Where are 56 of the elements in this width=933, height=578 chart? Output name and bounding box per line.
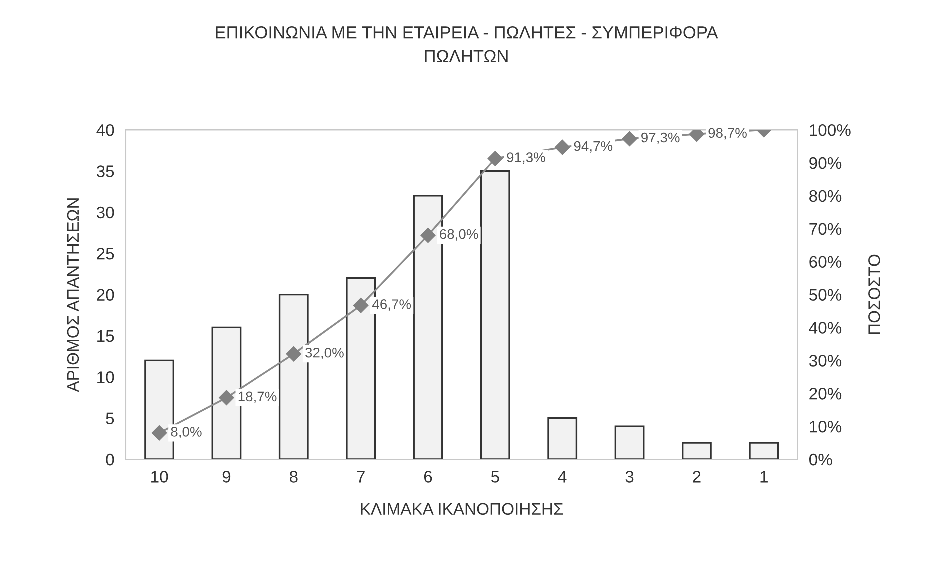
y2-tick-label: 50% [809,289,842,301]
data-label: 46,7% [372,300,412,312]
y-tick-label: 5 [106,412,114,425]
x-tick-label: 6 [424,471,432,483]
data-label: 98,7% [708,128,747,140]
data-label: 97,3% [642,132,680,144]
y2-tick-label: 70% [810,223,842,236]
x-tick-label: 1 [760,471,768,483]
point [420,228,436,244]
point [555,140,570,156]
x-tick-label: 8 [290,471,298,483]
data-label: 94,7% [574,141,613,153]
bar [480,170,510,460]
x-tick-label: 7 [357,471,365,483]
y-tick-label: 15 [98,330,114,342]
data-label: 8,0% [171,427,202,439]
y-tick-label: 10 [98,372,114,384]
x-tick-label: 5 [491,471,500,483]
y2-tick-label: 20% [810,388,842,400]
bar [614,426,645,460]
chart-title: ΕΠΙΚΟΙΝΩΝΙΑ ΜΕ ΤΗΝ ΕΤΑΙΡΕΙΑ - ΠΩΛΗΤΕΣ - ΣΥΜΠΕΡΙΦΟΡΑ ΠΩΛΗΤΩΝ [216,26,718,62]
x-axis-title: ΚΛΙΜΑΚΑ ΙΚΑΝΟΠΟΙΗΣΗΣ [361,503,564,516]
y2-tick-label: 30% [809,355,842,367]
bar [749,442,780,460]
y2-tick-label: 80% [810,190,842,202]
data-label: 68,0% [440,229,478,241]
x-tick-label: 4 [558,471,567,483]
bar [682,442,712,460]
y-axis-title: ΑΡΙΘΜΟΣ ΑΠΑΝΤΗΣΕΩΝ [67,198,80,392]
data-label: 32,0% [306,348,344,360]
x-tick-label: 10 [152,471,168,483]
y2-tick-label: 90% [810,157,842,170]
point [219,390,234,406]
point [286,346,302,362]
y-tick-label: 35 [96,166,114,178]
y2-tick-label: 100% [810,124,851,136]
y2-tick-label: 10% [810,420,842,433]
point [622,131,638,147]
x-tick-label: 9 [222,471,231,483]
x-tick-label: 3 [626,471,634,483]
y2-tick-label: 40% [809,322,842,334]
bar [548,417,578,460]
point [152,426,168,441]
data-label: 91,3% [507,152,546,164]
point [354,298,369,314]
x-tick-label: 2 [693,471,701,483]
data-label: 18,7% [238,392,277,404]
y2-tick-label: 0% [809,454,832,466]
y-tick-label: 0 [106,454,114,466]
y2-tick-label: 60% [810,256,842,268]
y-tick-label: 30 [96,206,114,219]
y-tick-label: 25 [97,248,114,260]
y-tick-label: 20 [97,289,114,301]
y2-axis-title: ΠΟΣΟΣΤΟ [868,254,880,334]
y-tick-label: 40 [96,124,114,136]
point [488,151,503,166]
